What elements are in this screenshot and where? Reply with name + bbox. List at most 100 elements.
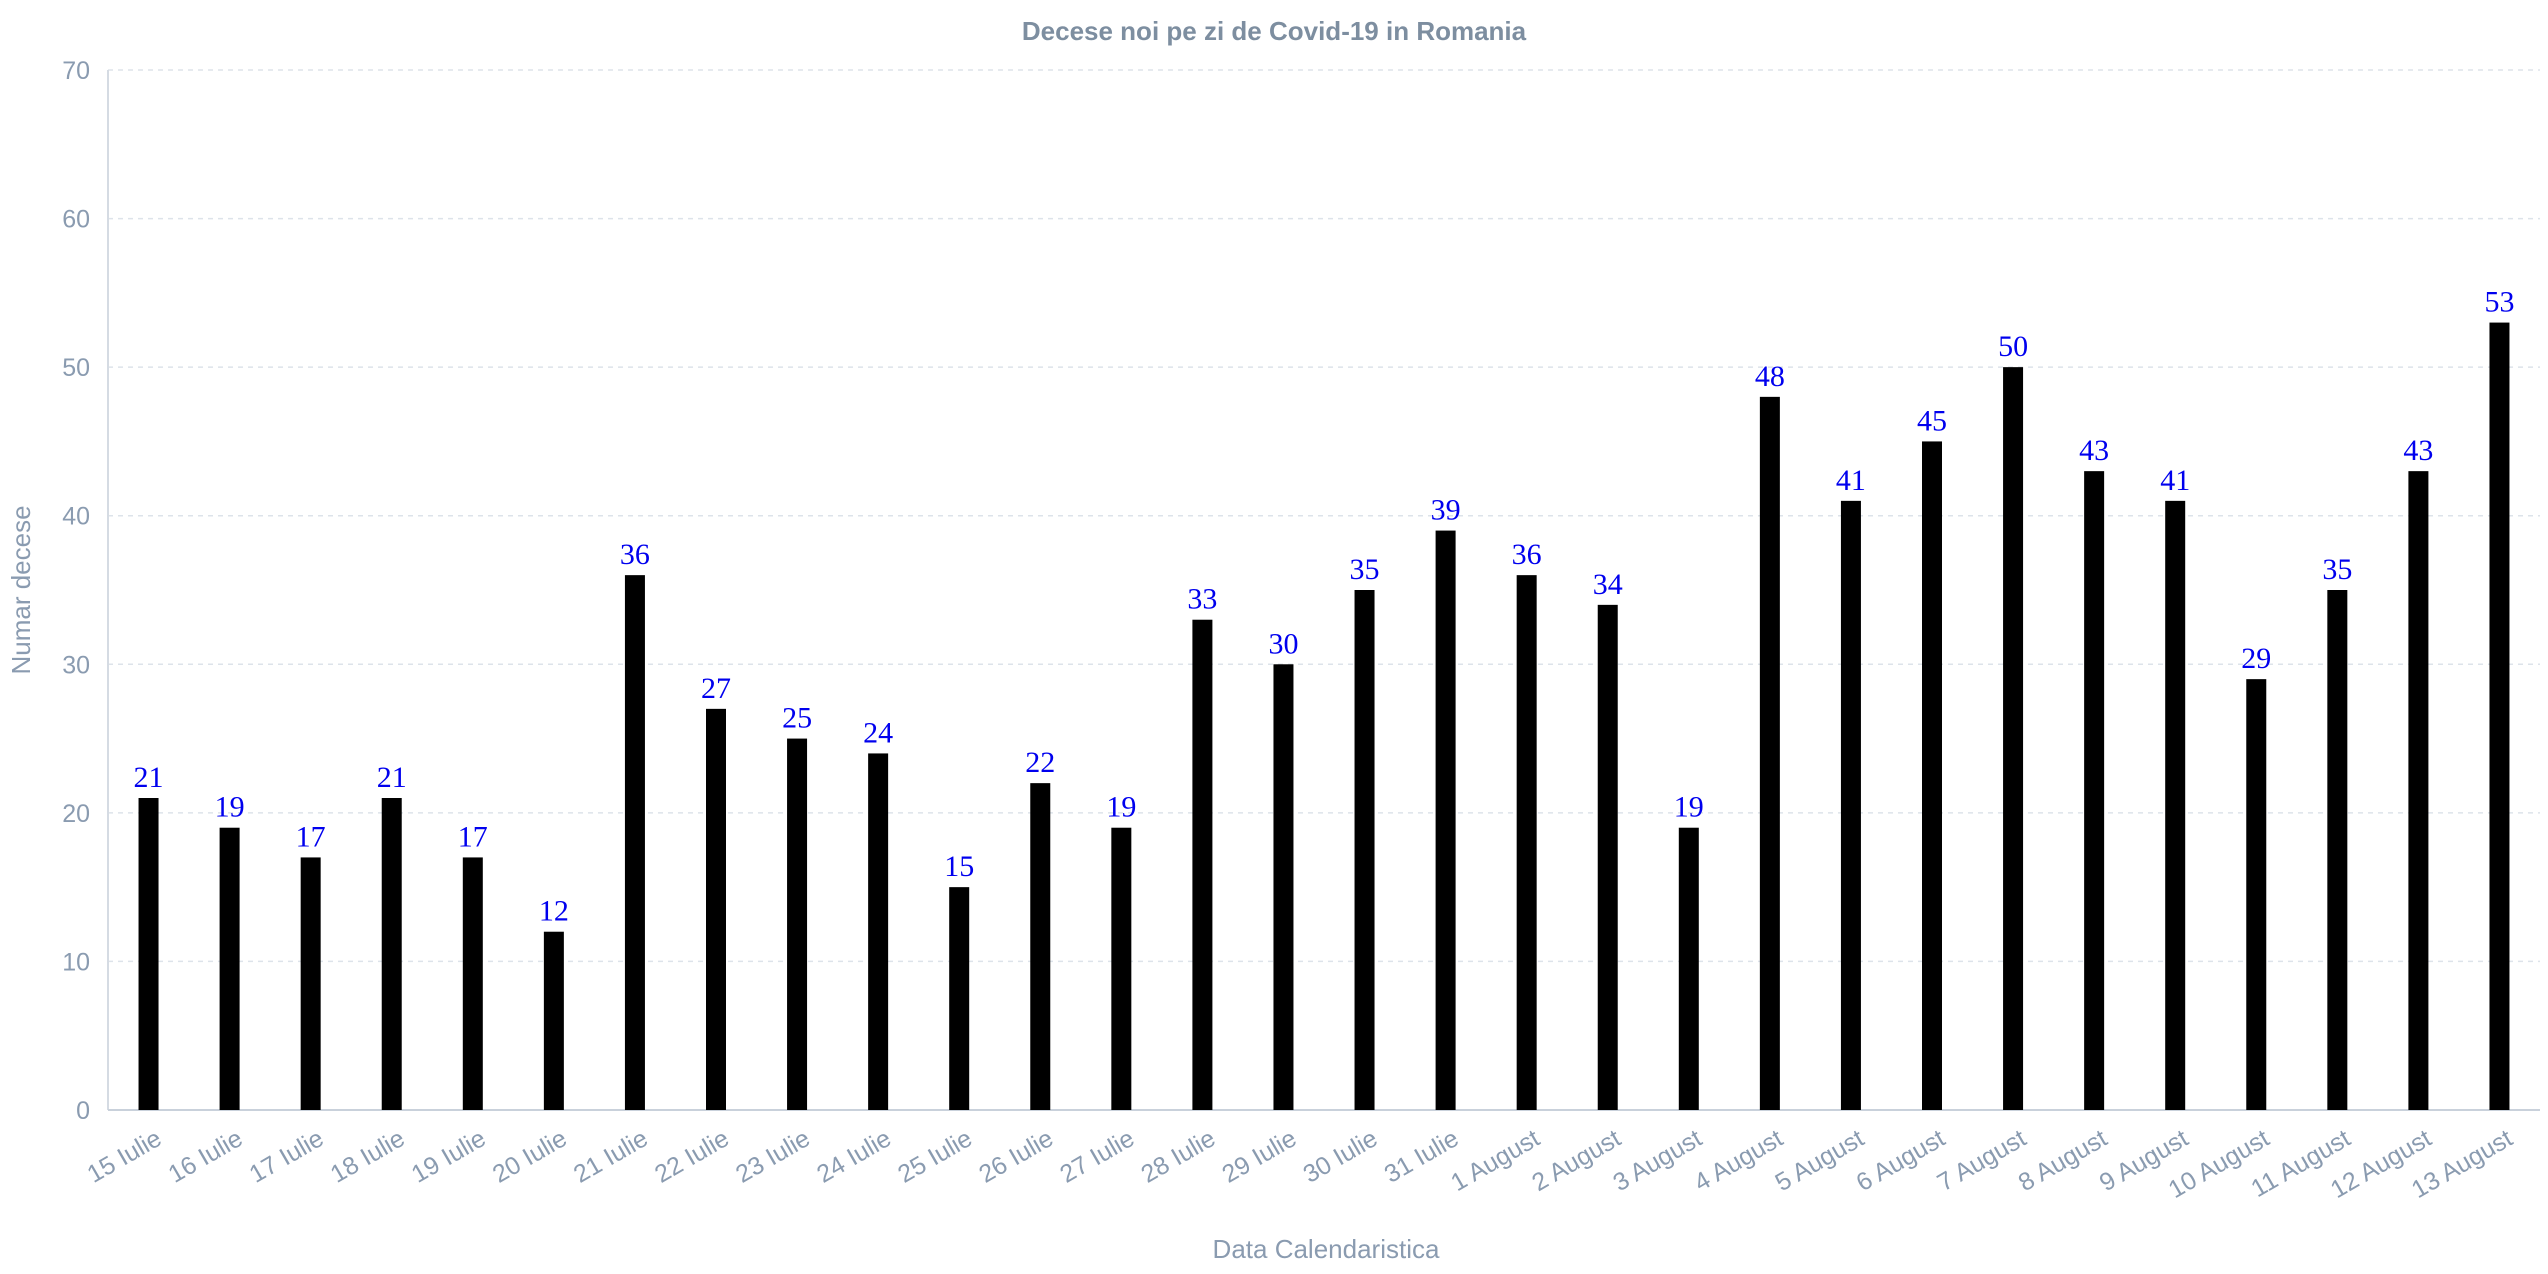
- bar: [624, 575, 645, 1110]
- bar: [1840, 500, 1861, 1110]
- x-tick-label: 4 August: [1689, 1124, 1787, 1197]
- data-label: 15: [944, 850, 974, 883]
- y-axis-label: Numar decese: [6, 505, 36, 674]
- bar: [1192, 619, 1213, 1110]
- x-tick-label: 2 August: [1527, 1124, 1625, 1197]
- y-tick-label: 70: [62, 57, 90, 85]
- x-tick-label: 24 Iulie: [812, 1124, 896, 1189]
- data-label: 43: [2079, 434, 2109, 467]
- x-tick-label: 27 Iulie: [1055, 1124, 1139, 1189]
- bar: [1030, 783, 1051, 1110]
- bar: [1597, 604, 1618, 1110]
- data-label: 33: [1187, 583, 1217, 616]
- bar: [2246, 679, 2267, 1110]
- bar: [462, 857, 483, 1110]
- data-label: 41: [2160, 464, 2190, 497]
- x-tick-label: 26 Iulie: [974, 1124, 1058, 1189]
- bar: [1273, 664, 1294, 1110]
- bar: [2165, 500, 2186, 1110]
- data-label: 36: [620, 538, 650, 571]
- bar: [2327, 590, 2348, 1110]
- data-label: 48: [1755, 360, 1785, 393]
- x-tick-label: 7 August: [1933, 1124, 2031, 1197]
- bar: [381, 798, 402, 1110]
- x-tick-label: 18 Iulie: [326, 1124, 410, 1189]
- y-tick-label: 40: [62, 503, 90, 531]
- data-label: 53: [2484, 286, 2514, 319]
- x-tick-label: 23 Iulie: [731, 1124, 815, 1189]
- bar: [543, 931, 564, 1110]
- y-tick-label: 10: [62, 948, 90, 976]
- x-tick-label: 3 August: [1608, 1124, 1706, 1197]
- x-tick-label: 25 Iulie: [893, 1124, 977, 1189]
- bar: [2408, 471, 2429, 1111]
- bar: [138, 798, 159, 1110]
- data-label: 19: [1106, 791, 1136, 824]
- data-label: 19: [1674, 791, 1704, 824]
- x-tick-label: 29 Iulie: [1217, 1124, 1301, 1189]
- bar: [1759, 396, 1780, 1110]
- bar: [1435, 530, 1456, 1110]
- bar: [1922, 441, 1942, 1110]
- y-tick-label: 30: [62, 651, 90, 679]
- data-label: 21: [134, 761, 164, 794]
- x-tick-label: 28 Iulie: [1136, 1124, 1220, 1189]
- x-tick-label: 21 Iulie: [569, 1124, 653, 1189]
- y-tick-label: 50: [62, 354, 90, 382]
- y-axis-ticks: 0 10 20 30 40 50 60 70: [62, 57, 90, 1125]
- bar: [300, 857, 321, 1110]
- data-label: 24: [863, 716, 893, 749]
- bar: [949, 887, 970, 1110]
- chart-title: Decese noi pe zi de Covid-19 in Romania: [1022, 16, 1527, 46]
- bar: [2489, 322, 2510, 1111]
- bar: [787, 738, 808, 1110]
- data-label: 39: [1431, 494, 1461, 527]
- data-label: 22: [1025, 746, 1055, 779]
- y-tick-label: 60: [62, 206, 90, 234]
- data-label: 45: [1917, 404, 1947, 437]
- data-label: 50: [1998, 330, 2028, 363]
- bar: [219, 827, 240, 1110]
- y-tick-label: 0: [76, 1097, 90, 1125]
- x-tick-label: 19 Iulie: [407, 1124, 491, 1189]
- bar: [1354, 590, 1375, 1110]
- data-label: 43: [2403, 434, 2433, 467]
- bar: [2003, 367, 2024, 1111]
- x-tick-label: 1 August: [1446, 1124, 1544, 1197]
- data-labels: 21 19 17 21 17 12 36 27 25 24 15 22 19 33 30 35 39 36 34 19…: [134, 286, 2515, 928]
- data-label: 30: [1268, 627, 1298, 660]
- data-label: 27: [701, 672, 731, 705]
- x-tick-label: 16 Iulie: [164, 1124, 248, 1189]
- x-tick-label: 6 August: [1852, 1124, 1950, 1197]
- x-tick-label: 8 August: [2014, 1124, 2112, 1197]
- data-label: 17: [296, 820, 326, 853]
- data-label: 25: [782, 702, 812, 735]
- bar: [1516, 575, 1537, 1110]
- x-tick-label: 15 Iulie: [83, 1124, 167, 1189]
- bars: [138, 322, 2510, 1111]
- x-tick-label: 22 Iulie: [650, 1124, 734, 1189]
- data-label: 12: [539, 895, 569, 928]
- data-label: 41: [1836, 464, 1866, 497]
- data-label: 21: [377, 761, 407, 794]
- bar: [2084, 471, 2105, 1111]
- bar: [868, 753, 889, 1110]
- x-tick-label: 20 Iulie: [488, 1124, 572, 1189]
- data-label: 35: [2322, 553, 2352, 586]
- bar: [1111, 827, 1132, 1110]
- data-label: 34: [1593, 568, 1623, 601]
- x-tick-label: 5 August: [1770, 1124, 1868, 1197]
- bar: [706, 708, 726, 1110]
- data-label: 19: [215, 791, 245, 824]
- x-tick-label: 30 Iulie: [1299, 1124, 1383, 1189]
- x-axis-label: Data Calendaristica: [1213, 1234, 1440, 1264]
- x-tick-label: 17 Iulie: [245, 1124, 329, 1189]
- data-label: 17: [458, 820, 488, 853]
- data-label: 35: [1350, 553, 1380, 586]
- data-label: 36: [1512, 538, 1542, 571]
- y-tick-label: 20: [62, 800, 90, 828]
- data-label: 29: [2241, 642, 2271, 675]
- bar: [1678, 827, 1699, 1110]
